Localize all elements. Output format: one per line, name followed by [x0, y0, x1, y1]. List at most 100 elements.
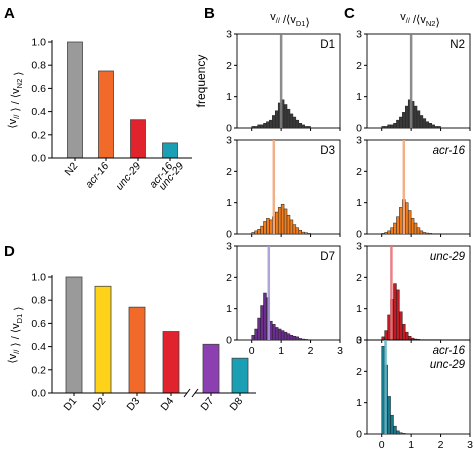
panel-c-hist-bar: [399, 207, 403, 235]
panel-c-x-tick-label: 0: [379, 439, 385, 450]
panel-d-x-tick-label: D2: [90, 395, 108, 413]
panel-c-hist-bar: [387, 230, 391, 235]
panel-c-y-tick-label: 2: [356, 272, 362, 284]
panel-c-y-tick-label: 0: [356, 123, 362, 135]
panel-a-y-tick-label: 0.2: [31, 129, 46, 141]
panel-b-hist-bar: [277, 328, 282, 341]
panel-b-y-tick-label: 0: [226, 123, 232, 135]
panel-c-hist-bar: [387, 396, 391, 435]
panel-a-bar: [162, 142, 178, 159]
panel-b-hist-bar: [269, 119, 273, 129]
panel-d-axis-break: [191, 388, 199, 398]
panel-b-hist-bar: [263, 221, 267, 235]
panel-b-hist-bar: [307, 233, 311, 235]
panel-c-hist-bar: [416, 110, 421, 129]
panel-c-letter: C: [344, 5, 355, 22]
panel-b-hist-bar: [289, 113, 294, 129]
panel-b-hist-bar: [307, 126, 311, 129]
panel-b-hist-bar: [283, 331, 288, 341]
panel-c-y-tick-label: 1: [356, 303, 362, 315]
panel-b-hist-bar: [298, 338, 302, 341]
panel-c-hist-bar: [405, 331, 409, 341]
panel-c-x-tick-label: 1: [408, 439, 414, 450]
panel-b-y-tick-label: 2: [226, 166, 232, 178]
panel-b-hist-bar: [275, 211, 279, 235]
panel-c-y-tick-label: 3: [356, 29, 362, 41]
panel-c-y-tick-label: 1: [356, 397, 362, 409]
panel-c-hist-bar: [381, 126, 385, 129]
panel-d-y-label: ⟨v// ⟩ / ⟨vD1 ⟩: [7, 306, 25, 363]
panel-a-x-tick-label: unc-29: [113, 160, 143, 192]
panel-b-x-tick-label: 1: [278, 345, 284, 357]
panel-c-hist-bar: [384, 126, 388, 129]
panel-c-hist-bar: [381, 346, 385, 435]
panel-c-y-tick-label: 2: [356, 60, 362, 72]
panel-a-y-tick-label: 0.0: [31, 153, 46, 165]
panel-b-y-tick-label: 2: [226, 272, 232, 284]
panel-c-series-label: acr-16: [433, 145, 466, 157]
panel-b-hist-bar: [251, 335, 255, 341]
panel-c-y-tick-label: 2: [356, 166, 362, 178]
panel-b-y-tick-label: 0: [226, 229, 232, 241]
panel-b-hist-bar: [277, 207, 282, 235]
panel-b-hist-bar: [292, 335, 297, 341]
panel-b-hist-bar: [289, 335, 294, 341]
panel-b-hist-bar: [283, 208, 288, 235]
panel-c-y-tick-label: 1: [356, 197, 362, 209]
panel-c-y-tick-label: 0: [356, 335, 362, 347]
panel-b-x-tick-label: 2: [308, 345, 314, 357]
panel-d-bar: [65, 276, 83, 394]
panel-b-hist-bar: [257, 124, 261, 129]
panel-b-hist-bar: [260, 225, 264, 235]
panel-c-hist-bar: [407, 210, 412, 235]
chart-marks: 0.00.20.40.60.81.0N2 acr-16 unc-29 acr-16un…: [7, 11, 473, 450]
panel-a-bar: [130, 119, 146, 159]
panel-d-letter: D: [4, 243, 15, 260]
panel-c-hist-bar: [402, 112, 406, 129]
panel-c-hist-bar: [390, 124, 394, 129]
panel-b-hist-bar: [254, 126, 258, 129]
panel-b-hist-bar: [295, 119, 300, 129]
panel-b-hist-bar: [257, 229, 261, 235]
panel-b-hist-bar: [289, 219, 294, 235]
panel-b-hist-bar: [260, 124, 264, 129]
panel-b-title: v// /⟨vD1⟩: [270, 11, 309, 29]
panel-b-series-label: D7: [320, 251, 335, 263]
panel-d-bar: [202, 343, 220, 394]
panel-c-hist-bar: [410, 218, 415, 235]
panel-b-hist-bar: [298, 229, 302, 235]
panel-d-x-tick-label: D7: [198, 395, 216, 413]
panel-c-hist-bar: [396, 430, 400, 435]
panel-b-y-tick-label: 3: [226, 135, 232, 147]
panel-b-hist-bar: [275, 327, 279, 341]
panel-b-hist-bar: [269, 219, 273, 235]
panel-d-x-tick-label: D1: [61, 395, 79, 413]
panel-b-hist-bar: [263, 123, 267, 129]
panel-c-hist-bar: [402, 324, 406, 341]
panel-c-hist-bar: [416, 227, 421, 235]
panel-a-bar: [98, 70, 114, 159]
panel-b-y-tick-label: 3: [226, 241, 232, 253]
panel-b-hist-bar: [275, 110, 279, 129]
panel-c-y-tick-label: 3: [356, 335, 362, 347]
panel-d-y-tick-label: 0.0: [31, 388, 46, 400]
panel-b-hist-bar: [298, 123, 302, 129]
panel-c-hist-bar: [413, 105, 418, 129]
panel-b-hist-bar: [251, 232, 255, 235]
panel-c-hist-bar: [396, 119, 400, 129]
panel-b-hist-bar: [286, 214, 291, 235]
panel-c-hist-bar: [393, 425, 397, 435]
panel-c-series-label: acr-16: [433, 345, 466, 357]
panel-c-hist-bar: [425, 121, 430, 129]
panel-b-hist-bar: [304, 232, 308, 235]
panel-c-series-label: unc-29: [430, 359, 466, 371]
panel-c-title: v// /⟨vN2⟩: [400, 11, 439, 29]
panel-d-y-tick-label: 1.0: [31, 272, 46, 284]
panel-b-y-tick-label: 1: [226, 197, 232, 209]
panel-d-bar: [231, 357, 249, 394]
panel-b-x-tick-label: 3: [337, 345, 343, 357]
panel-b-hist-bar: [280, 330, 285, 341]
panel-d-x-tick-label: D3: [124, 395, 142, 413]
panel-b-hist-bar: [301, 124, 305, 129]
